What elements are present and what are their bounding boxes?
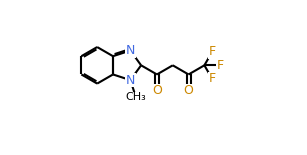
Text: N: N xyxy=(126,74,135,87)
Text: F: F xyxy=(208,72,216,85)
Text: O: O xyxy=(184,84,193,97)
Text: F: F xyxy=(208,45,216,58)
Text: N: N xyxy=(126,44,135,57)
Text: CH₃: CH₃ xyxy=(126,93,146,102)
Text: O: O xyxy=(152,84,162,97)
Text: F: F xyxy=(216,59,223,72)
